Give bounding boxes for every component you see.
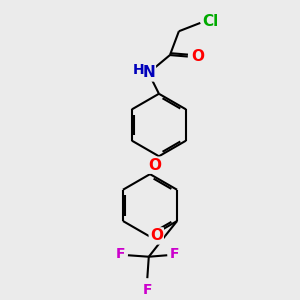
Text: F: F [116, 247, 126, 261]
Text: O: O [150, 228, 163, 243]
Text: O: O [191, 49, 204, 64]
Text: H: H [133, 63, 145, 77]
Text: N: N [142, 65, 155, 80]
Text: Cl: Cl [203, 14, 219, 29]
Text: F: F [169, 247, 179, 261]
Text: F: F [142, 283, 152, 297]
Text: O: O [148, 158, 161, 173]
